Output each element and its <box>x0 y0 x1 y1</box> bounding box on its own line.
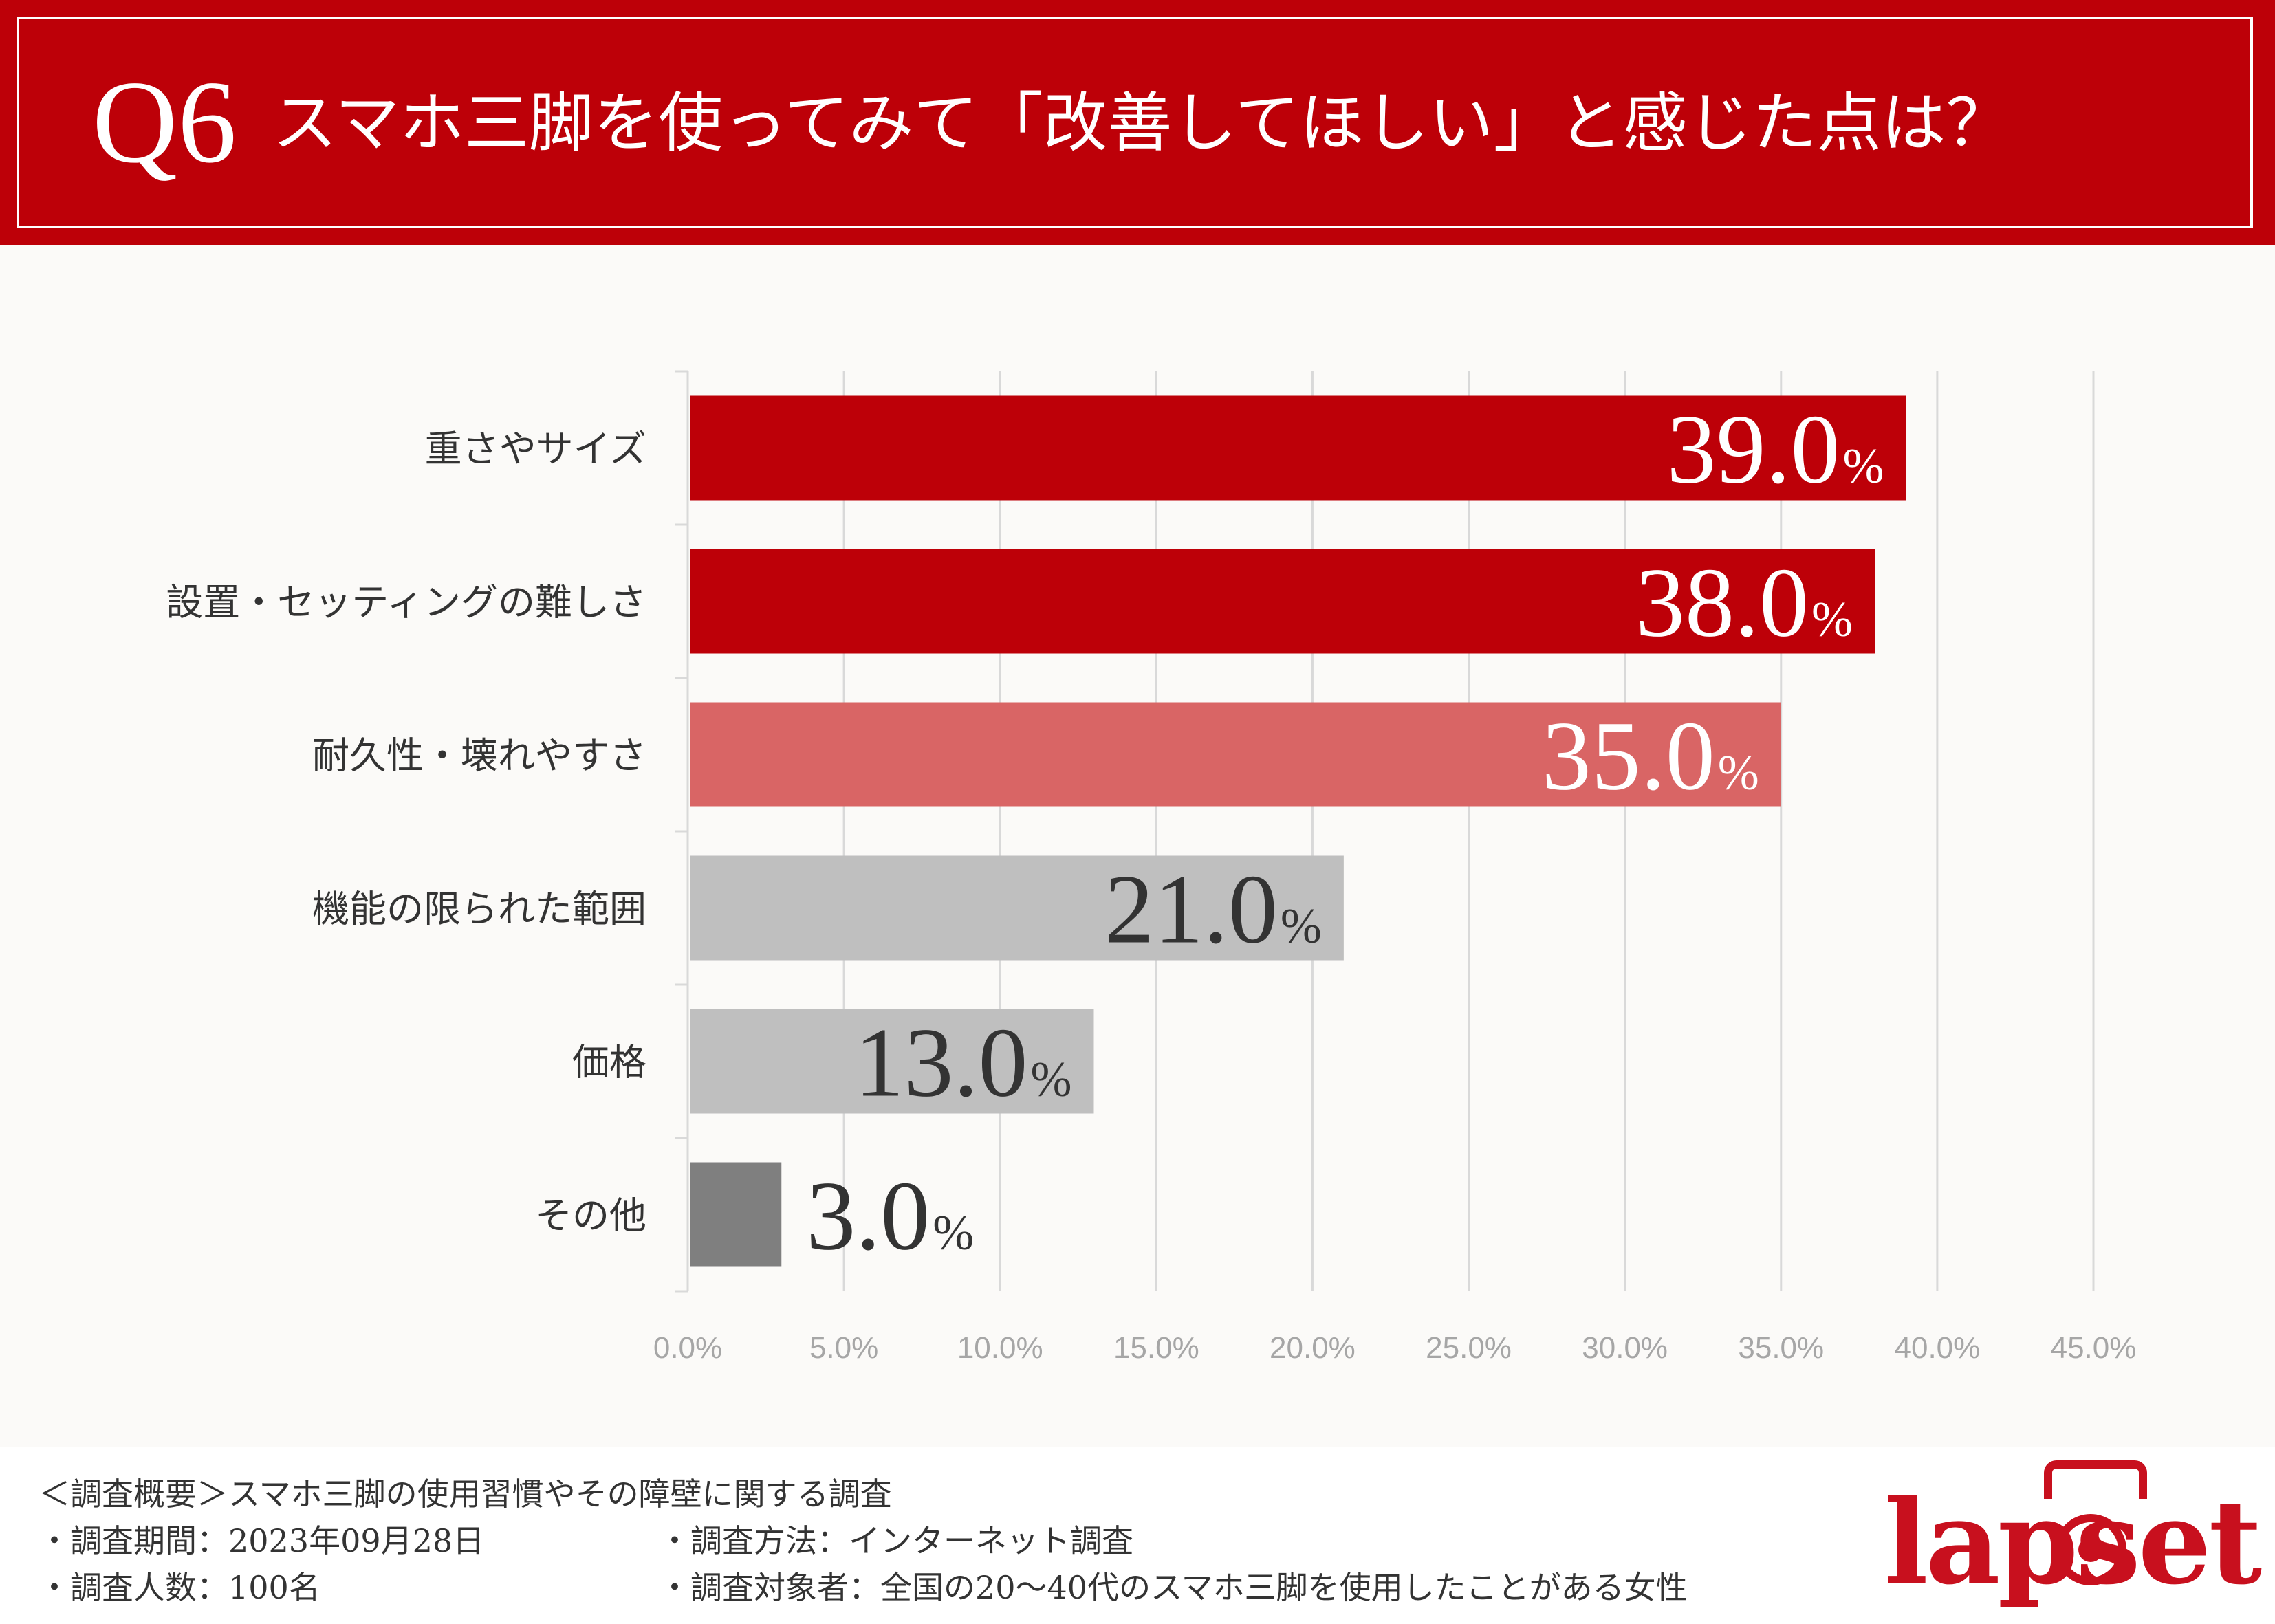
data-label-value: 21.0 <box>1104 855 1278 965</box>
x-tick-label: 30.0% <box>1582 1331 1668 1365</box>
question-title: スマホ三脚を使ってみて「改善してほしい」と感じた点は？ <box>272 86 2011 161</box>
data-label-value: 13.0 <box>855 1009 1028 1118</box>
x-tick-label: 45.0% <box>2051 1331 2137 1365</box>
bar <box>690 1009 1094 1114</box>
x-tick-label: 15.0% <box>1113 1331 1199 1365</box>
data-label-unit: % <box>1842 439 1884 494</box>
data-label-unit: % <box>933 1205 974 1260</box>
x-tick-label: 35.0% <box>1738 1331 1824 1365</box>
data-label-unit: % <box>1031 1052 1072 1107</box>
camera-icon <box>2044 1460 2147 1499</box>
bar <box>690 855 1344 961</box>
x-tick-label: 0.0% <box>653 1331 722 1365</box>
survey-overview: ＜調査概要＞スマホ三脚の使用習慣やその障壁に関する調査 <box>39 1475 892 1513</box>
question-number: Q6 <box>92 57 237 188</box>
logo-text: lapset <box>1884 1474 2262 1610</box>
data-label: 38.0% <box>1635 549 1853 658</box>
category-label: 価格 <box>572 1041 646 1084</box>
header-banner: Q6 スマホ三脚を使ってみて「改善してほしい」と感じた点は？ <box>0 0 2275 245</box>
bar <box>690 702 1781 807</box>
data-label: 13.0% <box>855 1009 1072 1118</box>
data-label: 3.0% <box>806 1162 974 1271</box>
data-label-value: 39.0 <box>1666 395 1840 505</box>
x-tick-label: 40.0% <box>1895 1331 1981 1365</box>
category-label: 重さやサイズ <box>425 428 646 471</box>
survey-period: ・調査期間：2023年09月28日 <box>39 1522 485 1559</box>
x-tick-label: 25.0% <box>1426 1331 1512 1365</box>
data-label-unit: % <box>1281 899 1322 954</box>
data-label-value: 35.0 <box>1542 702 1715 811</box>
bar <box>690 1162 782 1267</box>
category-label: 機能の限られた範囲 <box>312 888 646 931</box>
footer: ＜調査概要＞スマホ三脚の使用習慣やその障壁に関する調査 ・調査期間：2023年0… <box>0 1447 2275 1624</box>
data-label-value: 38.0 <box>1635 549 1809 658</box>
category-label: その他 <box>535 1194 646 1238</box>
data-label: 39.0% <box>1666 395 1884 505</box>
data-label-unit: % <box>1811 592 1853 647</box>
lapset-logo: lapset <box>1884 1456 2262 1614</box>
survey-count: ・調査人数：100名 <box>39 1569 320 1606</box>
data-label: 21.0% <box>1104 855 1322 965</box>
data-label-unit: % <box>1718 745 1759 800</box>
category-label: 設置・セッティングの難しさ <box>166 581 646 624</box>
category-label: 耐久性・壊れやすさ <box>312 734 646 778</box>
header-frame <box>17 17 2253 228</box>
x-tick-label: 5.0% <box>809 1331 878 1365</box>
data-label: 35.0% <box>1542 702 1759 811</box>
data-label-value: 3.0 <box>806 1162 930 1271</box>
x-tick-label: 20.0% <box>1270 1331 1356 1365</box>
x-tick-label: 10.0% <box>957 1331 1043 1365</box>
bar <box>690 395 1906 501</box>
bar-chart: 0.0% 5.0% 10.0% 15.0% 20.0% 25.0% 30.0% 35.0% 40… <box>166 370 2137 1365</box>
survey-target: ・調査対象者：全国の20〜40代のスマホ三脚を使用したことがある女性 <box>659 1569 1688 1606</box>
bar <box>690 549 1875 654</box>
survey-method: ・調査方法：インターネット調査 <box>659 1522 1133 1559</box>
